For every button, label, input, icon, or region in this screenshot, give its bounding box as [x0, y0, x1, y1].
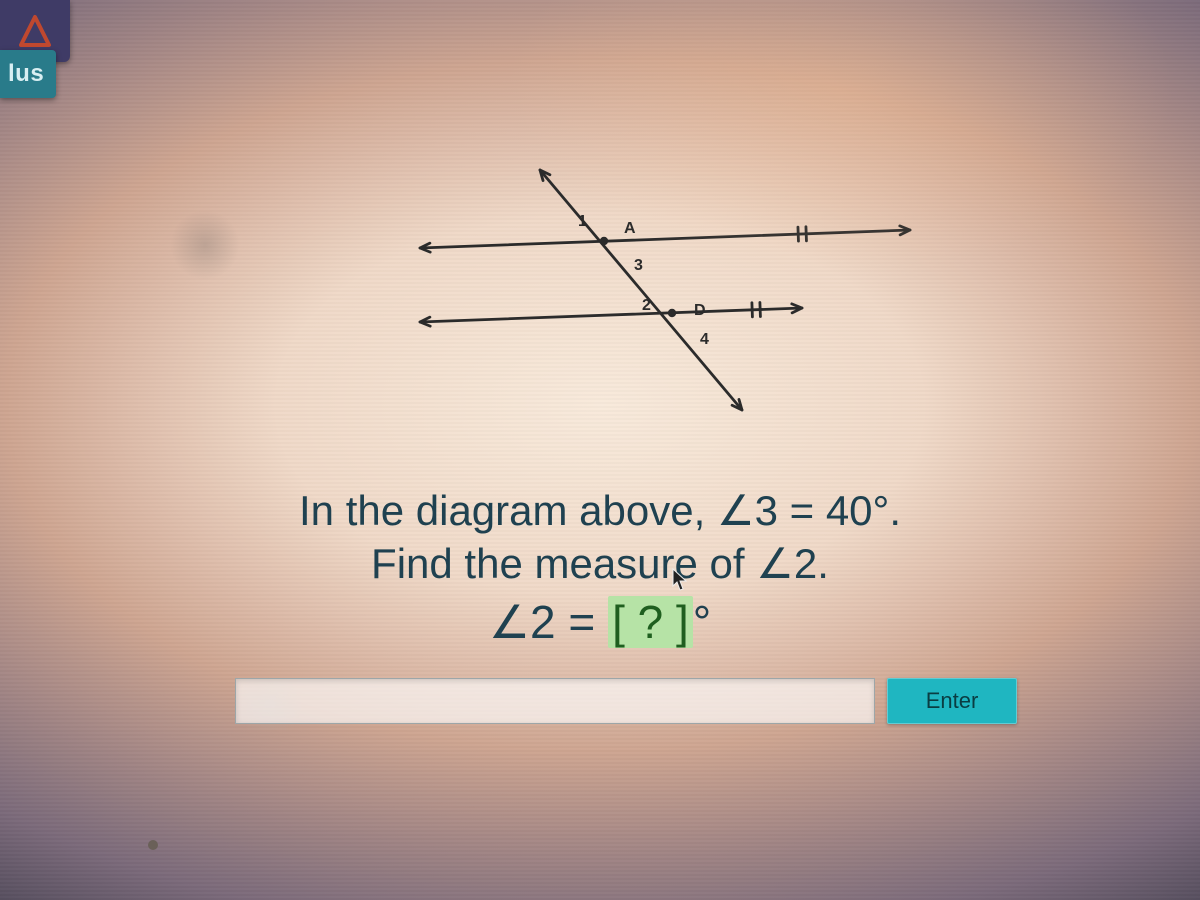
- question-line1-pre: In the diagram above,: [299, 487, 717, 534]
- svg-text:4: 4: [700, 331, 709, 348]
- answer-blank: [ ? ]: [608, 596, 693, 648]
- enter-button[interactable]: Enter: [887, 678, 1017, 724]
- answer-input[interactable]: [235, 678, 875, 724]
- question-line1-angle: ∠3 = 40°.: [717, 487, 901, 534]
- course-badge: lus: [0, 50, 56, 98]
- svg-text:2: 2: [642, 297, 651, 314]
- question-text: In the diagram above, ∠3 = 40°. Find the…: [0, 485, 1200, 652]
- answer-template: ∠2 = [ ? ]°: [0, 594, 1200, 652]
- screen-speck: [148, 840, 158, 850]
- screen-smudge: [170, 210, 240, 280]
- screen: lus A D 1 3 2 4 In the diagram above, ∠3 = 40…: [0, 0, 1200, 900]
- geometry-diagram: A D 1 3 2 4: [380, 150, 950, 430]
- answer-prefix: ∠2 =: [489, 596, 608, 648]
- svg-text:3: 3: [634, 257, 643, 274]
- svg-text:A: A: [624, 220, 636, 237]
- question-line2: Find the measure of ∠2.: [0, 538, 1200, 591]
- svg-text:1: 1: [578, 213, 587, 230]
- svg-text:D: D: [694, 302, 706, 319]
- answer-input-row: Enter: [235, 678, 1017, 724]
- answer-suffix: °: [693, 596, 711, 648]
